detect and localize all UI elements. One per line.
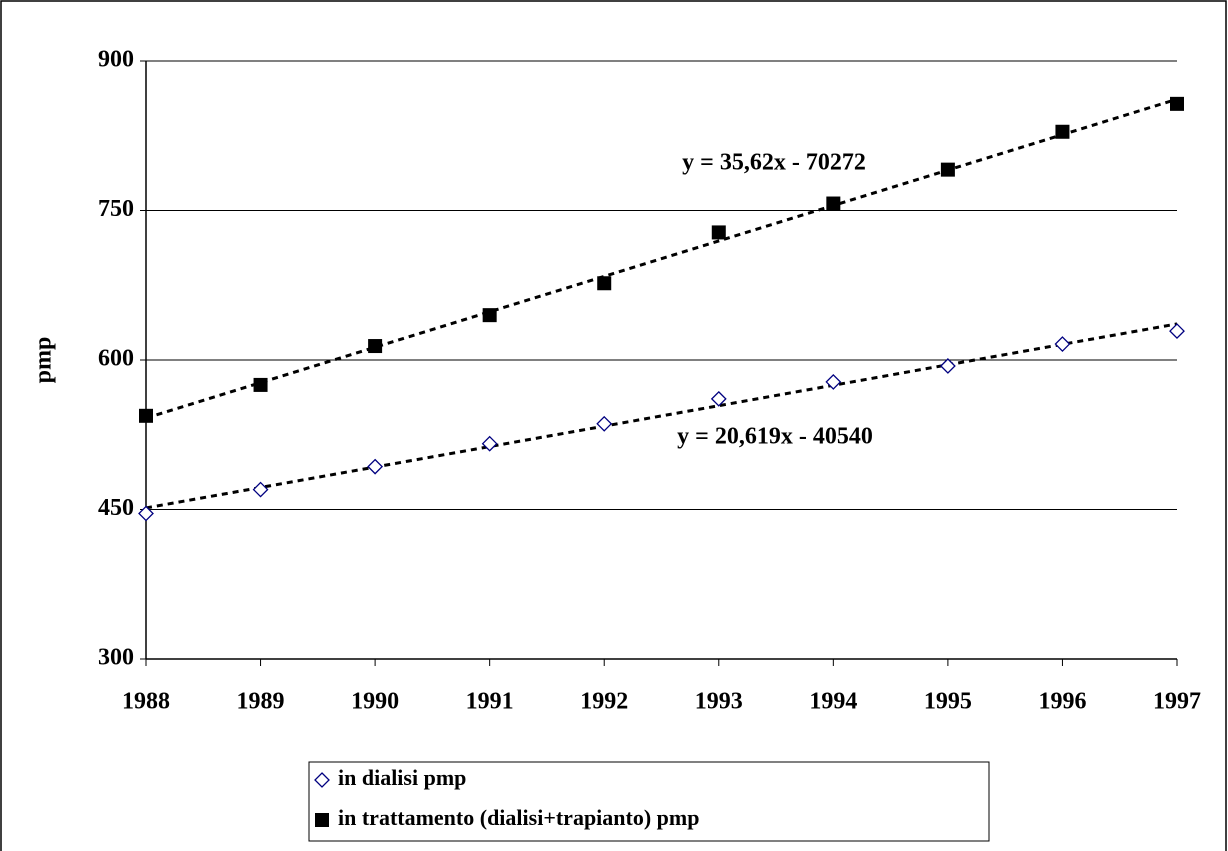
point [1169,323,1185,340]
point [825,374,842,390]
annotation: y = 20,619x - 40540 [677,424,873,450]
y-tick-label: 450 [98,495,134,521]
x-tick-label: 1995 [924,689,972,715]
point [252,481,269,498]
annotation: y = 35,62x - 70272 [682,150,866,176]
point [710,390,727,407]
x-tick-label: 1994 [809,689,857,715]
x-tick-label: 1988 [122,689,170,715]
trendline [145,97,1178,420]
point [1054,336,1071,352]
legend-label: in dialisi pmp [338,765,466,790]
x-tick-label: 1989 [237,689,285,715]
point [826,196,841,211]
point [138,505,154,522]
point [711,225,726,240]
x-tick-label: 1996 [1038,689,1086,715]
x-tick-label: 1992 [580,689,628,715]
point [482,308,497,323]
y-tick-label: 900 [98,47,134,73]
point [1055,124,1070,139]
legend-marker [315,813,329,827]
trendline [145,322,1178,510]
x-tick-label: 1993 [695,689,743,715]
x-tick-label: 1997 [1153,689,1201,715]
legend-label: in trattamento (dialisi+trapianto) pmp [338,805,699,830]
point [253,377,268,392]
point [596,415,613,432]
point [481,435,498,452]
point [367,458,384,475]
legend-box [308,761,990,842]
y-tick-label: 750 [98,196,134,222]
x-tick-label: 1991 [466,689,514,715]
point [368,339,383,354]
y-tick-label: 300 [98,645,134,671]
legend-marker [314,772,330,788]
y-tick-label: 600 [98,346,134,372]
point [939,358,956,374]
y-axis-label: pmp [31,337,57,384]
x-tick-label: 1990 [351,689,399,715]
point [139,408,153,423]
point [1170,96,1184,111]
point [940,162,955,177]
point [597,276,612,291]
